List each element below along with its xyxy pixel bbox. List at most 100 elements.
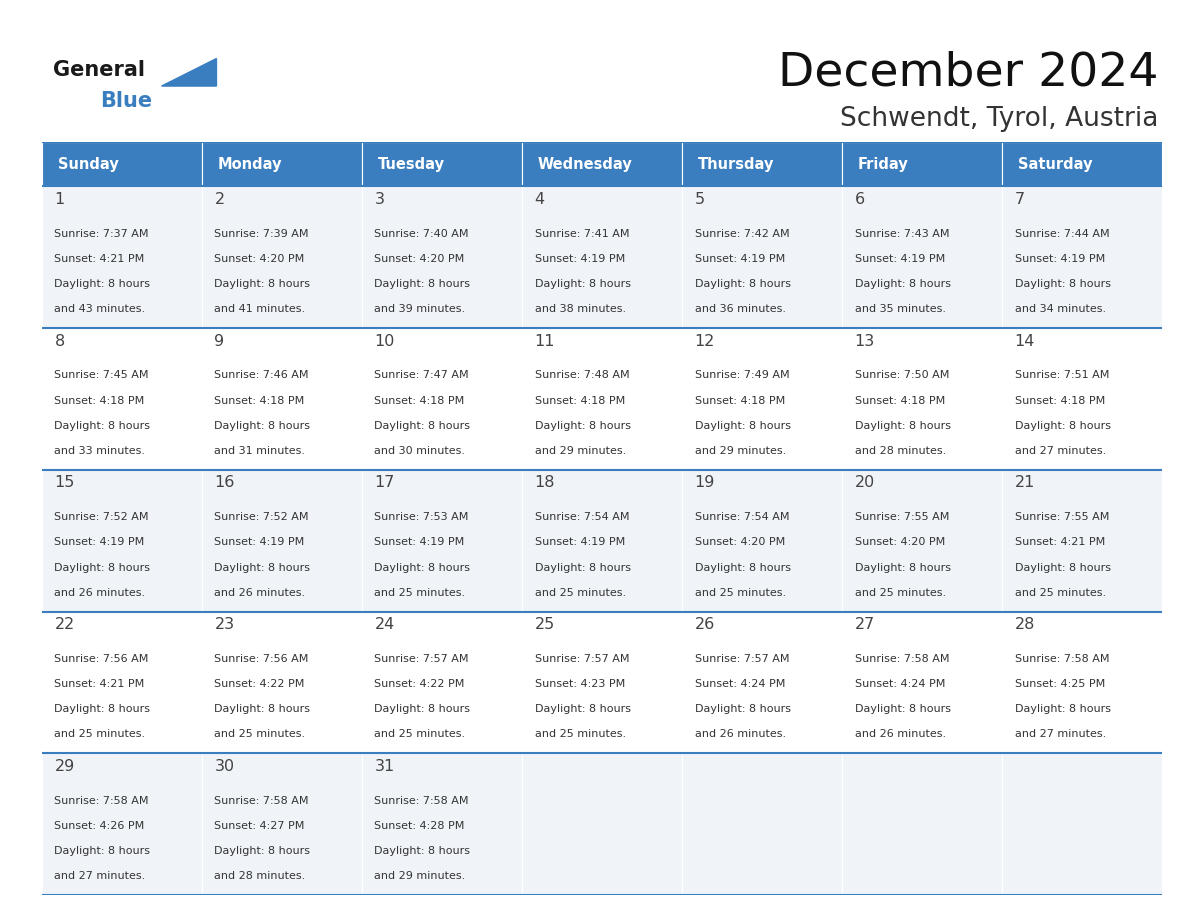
Text: Daylight: 8 hours: Daylight: 8 hours [695, 279, 790, 289]
Text: 25: 25 [535, 617, 555, 633]
Text: Sunrise: 7:52 AM: Sunrise: 7:52 AM [55, 512, 148, 522]
Text: Sunset: 4:23 PM: Sunset: 4:23 PM [535, 679, 625, 689]
Text: 16: 16 [214, 476, 235, 490]
Text: 31: 31 [374, 759, 394, 774]
Text: Daylight: 8 hours: Daylight: 8 hours [55, 279, 151, 289]
Text: Daylight: 8 hours: Daylight: 8 hours [535, 563, 631, 573]
Text: and 35 minutes.: and 35 minutes. [854, 304, 946, 314]
Text: Sunset: 4:19 PM: Sunset: 4:19 PM [535, 253, 625, 263]
Bar [842, 470, 1001, 611]
Bar [202, 186, 361, 328]
Text: Sunrise: 7:45 AM: Sunrise: 7:45 AM [55, 370, 148, 380]
Text: Daylight: 8 hours: Daylight: 8 hours [55, 563, 151, 573]
Text: Sunset: 4:21 PM: Sunset: 4:21 PM [55, 253, 145, 263]
Text: and 29 minutes.: and 29 minutes. [535, 446, 626, 456]
Text: Sunset: 4:18 PM: Sunset: 4:18 PM [535, 396, 625, 406]
Text: Sunset: 4:19 PM: Sunset: 4:19 PM [1015, 253, 1105, 263]
Bar [361, 328, 522, 470]
Text: and 26 minutes.: and 26 minutes. [214, 588, 305, 598]
Text: Sunrise: 7:41 AM: Sunrise: 7:41 AM [535, 229, 628, 239]
Text: Sunset: 4:22 PM: Sunset: 4:22 PM [214, 679, 305, 689]
Text: Tuesday: Tuesday [378, 157, 444, 172]
Text: and 25 minutes.: and 25 minutes. [374, 730, 466, 740]
Text: General: General [53, 60, 145, 80]
Text: 3: 3 [374, 192, 385, 207]
Text: Sunset: 4:28 PM: Sunset: 4:28 PM [374, 821, 465, 831]
Text: and 26 minutes.: and 26 minutes. [695, 730, 785, 740]
Text: and 25 minutes.: and 25 minutes. [1015, 588, 1106, 598]
Text: Wednesday: Wednesday [538, 157, 632, 172]
Text: and 26 minutes.: and 26 minutes. [55, 588, 145, 598]
Text: and 39 minutes.: and 39 minutes. [374, 304, 466, 314]
Text: 22: 22 [55, 617, 75, 633]
Text: Sunrise: 7:57 AM: Sunrise: 7:57 AM [535, 654, 628, 664]
Text: Daylight: 8 hours: Daylight: 8 hours [1015, 704, 1111, 714]
Text: Blue: Blue [100, 91, 152, 111]
Text: Sunrise: 7:55 AM: Sunrise: 7:55 AM [854, 512, 949, 522]
Text: Sunrise: 7:58 AM: Sunrise: 7:58 AM [374, 796, 469, 805]
Text: 15: 15 [55, 476, 75, 490]
Text: Sunrise: 7:40 AM: Sunrise: 7:40 AM [374, 229, 469, 239]
Bar [1001, 611, 1162, 754]
Bar [361, 611, 522, 754]
Text: Sunrise: 7:39 AM: Sunrise: 7:39 AM [214, 229, 309, 239]
Text: Daylight: 8 hours: Daylight: 8 hours [695, 563, 790, 573]
Text: 29: 29 [55, 759, 75, 774]
Text: Daylight: 8 hours: Daylight: 8 hours [374, 846, 470, 856]
Text: and 41 minutes.: and 41 minutes. [214, 304, 305, 314]
Text: Sunset: 4:19 PM: Sunset: 4:19 PM [374, 537, 465, 547]
Text: Daylight: 8 hours: Daylight: 8 hours [535, 279, 631, 289]
Text: Sunset: 4:19 PM: Sunset: 4:19 PM [854, 253, 944, 263]
Text: and 38 minutes.: and 38 minutes. [535, 304, 626, 314]
Bar [1001, 186, 1162, 328]
Bar [682, 611, 842, 754]
Bar [842, 611, 1001, 754]
Text: and 29 minutes.: and 29 minutes. [374, 871, 466, 881]
Bar [842, 328, 1001, 470]
Text: Sunrise: 7:50 AM: Sunrise: 7:50 AM [854, 370, 949, 380]
Text: Daylight: 8 hours: Daylight: 8 hours [374, 563, 470, 573]
Text: and 27 minutes.: and 27 minutes. [55, 871, 146, 881]
Text: Sunrise: 7:58 AM: Sunrise: 7:58 AM [1015, 654, 1110, 664]
Text: Monday: Monday [217, 157, 282, 172]
Text: Daylight: 8 hours: Daylight: 8 hours [214, 420, 310, 431]
Text: 19: 19 [695, 476, 715, 490]
Text: December 2024: December 2024 [778, 50, 1158, 95]
Text: Daylight: 8 hours: Daylight: 8 hours [854, 420, 950, 431]
Text: 13: 13 [854, 333, 874, 349]
Bar [42, 611, 202, 754]
Text: 28: 28 [1015, 617, 1035, 633]
Text: Sunset: 4:21 PM: Sunset: 4:21 PM [55, 679, 145, 689]
Text: and 28 minutes.: and 28 minutes. [854, 446, 946, 456]
Text: Sunset: 4:24 PM: Sunset: 4:24 PM [695, 679, 785, 689]
Text: Sunrise: 7:43 AM: Sunrise: 7:43 AM [854, 229, 949, 239]
Bar [202, 142, 361, 186]
Text: Schwendt, Tyrol, Austria: Schwendt, Tyrol, Austria [840, 106, 1158, 131]
Text: 11: 11 [535, 333, 555, 349]
Text: Daylight: 8 hours: Daylight: 8 hours [214, 563, 310, 573]
Text: Friday: Friday [858, 157, 909, 172]
Text: and 27 minutes.: and 27 minutes. [1015, 730, 1106, 740]
Text: and 25 minutes.: and 25 minutes. [374, 588, 466, 598]
Bar [842, 186, 1001, 328]
Text: Sunset: 4:26 PM: Sunset: 4:26 PM [55, 821, 145, 831]
Text: Daylight: 8 hours: Daylight: 8 hours [854, 279, 950, 289]
Bar [522, 328, 682, 470]
Text: Daylight: 8 hours: Daylight: 8 hours [1015, 420, 1111, 431]
Text: Daylight: 8 hours: Daylight: 8 hours [535, 420, 631, 431]
Bar [202, 611, 361, 754]
Text: 4: 4 [535, 192, 544, 207]
Bar [42, 142, 202, 186]
Text: 23: 23 [214, 617, 234, 633]
Bar [202, 754, 361, 895]
Text: Sunset: 4:27 PM: Sunset: 4:27 PM [214, 821, 305, 831]
Text: and 36 minutes.: and 36 minutes. [695, 304, 785, 314]
Text: Daylight: 8 hours: Daylight: 8 hours [214, 704, 310, 714]
Text: Daylight: 8 hours: Daylight: 8 hours [55, 704, 151, 714]
Bar [522, 611, 682, 754]
Text: and 30 minutes.: and 30 minutes. [374, 446, 466, 456]
Text: and 29 minutes.: and 29 minutes. [695, 446, 785, 456]
Text: Sunrise: 7:55 AM: Sunrise: 7:55 AM [1015, 512, 1110, 522]
Bar [1001, 142, 1162, 186]
Text: 8: 8 [55, 333, 64, 349]
